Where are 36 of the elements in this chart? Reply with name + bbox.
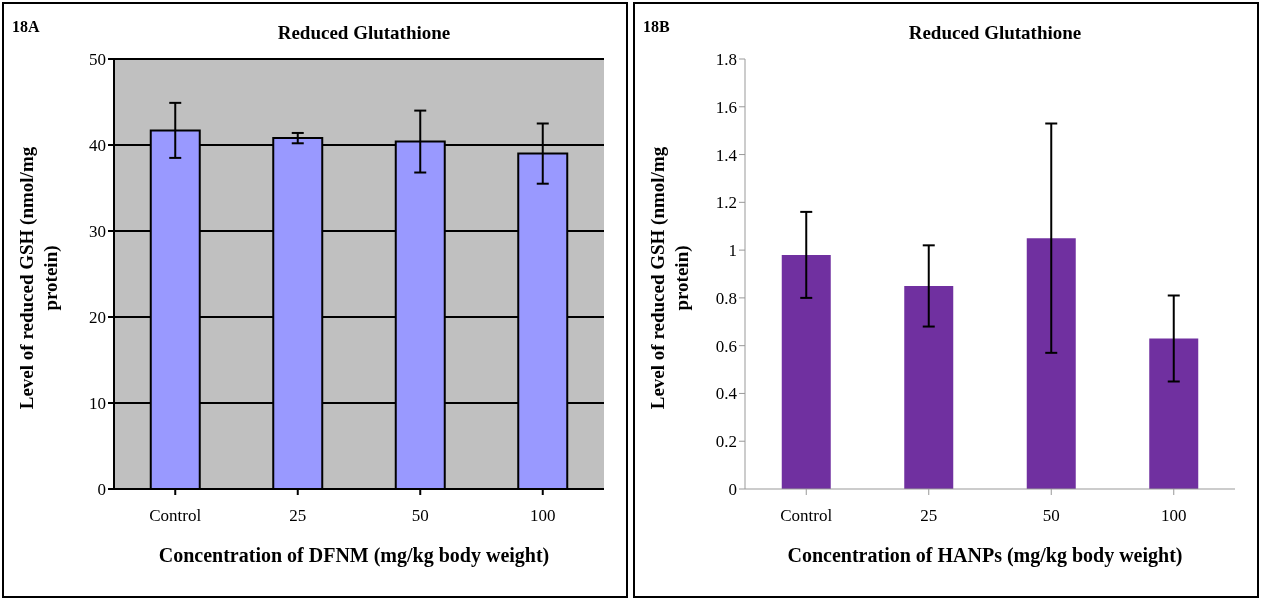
y-tick-label: 0.6: [715, 336, 737, 356]
y-tick-label: 0.2: [715, 432, 737, 452]
y-tick-label: 1: [728, 241, 737, 261]
x-tick-label: 100: [1161, 506, 1187, 526]
y-tick-label: 0: [97, 480, 106, 500]
y-tick-label: 1.6: [715, 97, 737, 117]
y-tick-label: 20: [89, 308, 106, 328]
x-tick-label: 50: [1042, 506, 1060, 526]
x-tick-label: Control: [780, 506, 833, 526]
x-tick-label: 25: [920, 506, 938, 526]
y-tick-label: 10: [89, 394, 106, 414]
y-axis-title: Level of reduced GSH (nmol/mg protein): [15, 145, 62, 412]
chart-title: Reduced Glutathione: [907, 22, 1083, 44]
y-tick-label: 1.4: [715, 145, 738, 165]
x-tick-label: 50: [411, 506, 429, 526]
x-tick-label: Control: [149, 506, 202, 526]
bar: [1149, 338, 1199, 489]
y-tick-label: 0: [728, 480, 737, 500]
y-tick-label: 40: [89, 136, 106, 156]
text: 18A: [12, 18, 40, 36]
y-tick-label: 0.8: [715, 288, 737, 308]
bar: [781, 254, 831, 489]
x-axis-title: Concentration of HANPs (mg/kg body weight): [786, 544, 1184, 567]
chart-title: Reduced Glutathione: [276, 22, 452, 44]
x-tick-label: 100: [530, 506, 556, 526]
y-tick-label: 30: [89, 222, 106, 242]
x-axis-title: Concentration of DFNM (mg/kg body weight): [157, 544, 551, 567]
y-tick-label: 1.8: [715, 50, 737, 70]
x-tick-label: 25: [289, 506, 307, 526]
text: 18B: [643, 18, 670, 36]
y-tick-label: 1.2: [715, 193, 737, 213]
y-tick-label: 0.4: [715, 384, 738, 404]
bar: [904, 285, 954, 489]
y-axis-title: Level of reduced GSH (nmol/mg protein): [646, 145, 693, 412]
y-tick-label: 50: [89, 50, 106, 70]
bar: [1026, 238, 1076, 489]
